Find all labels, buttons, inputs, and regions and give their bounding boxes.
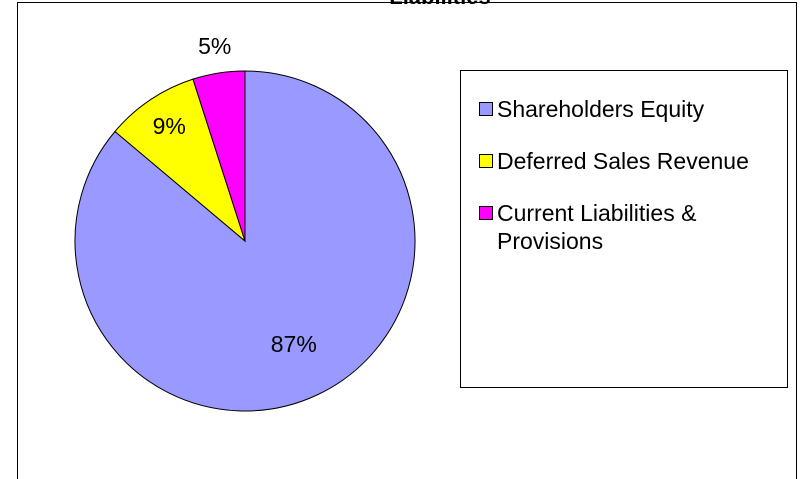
legend-swatch [479,154,493,168]
data-label: 5% [198,33,231,59]
pie-slice [74,70,416,412]
pie-slice [114,78,247,243]
data-label: 87% [271,331,317,357]
chart-title: Liabilities [389,0,490,9]
chart-border [17,2,797,479]
legend: Shareholders Equity Deferred Sales Revenu… [460,70,788,388]
legend-entry: Current Liabilities & Provisions [479,199,779,255]
legend-label: Current Liabilities & Provisions [497,200,697,254]
legend-swatch [479,206,493,220]
legend-label: Shareholders Equity [497,96,705,122]
pie-slice [192,70,246,242]
legend-swatch [479,102,493,116]
data-label: 9% [153,113,186,139]
legend-label: Deferred Sales Revenue [497,148,749,174]
legend-entry: Shareholders Equity [479,95,779,123]
legend-entry: Deferred Sales Revenue [479,147,779,175]
